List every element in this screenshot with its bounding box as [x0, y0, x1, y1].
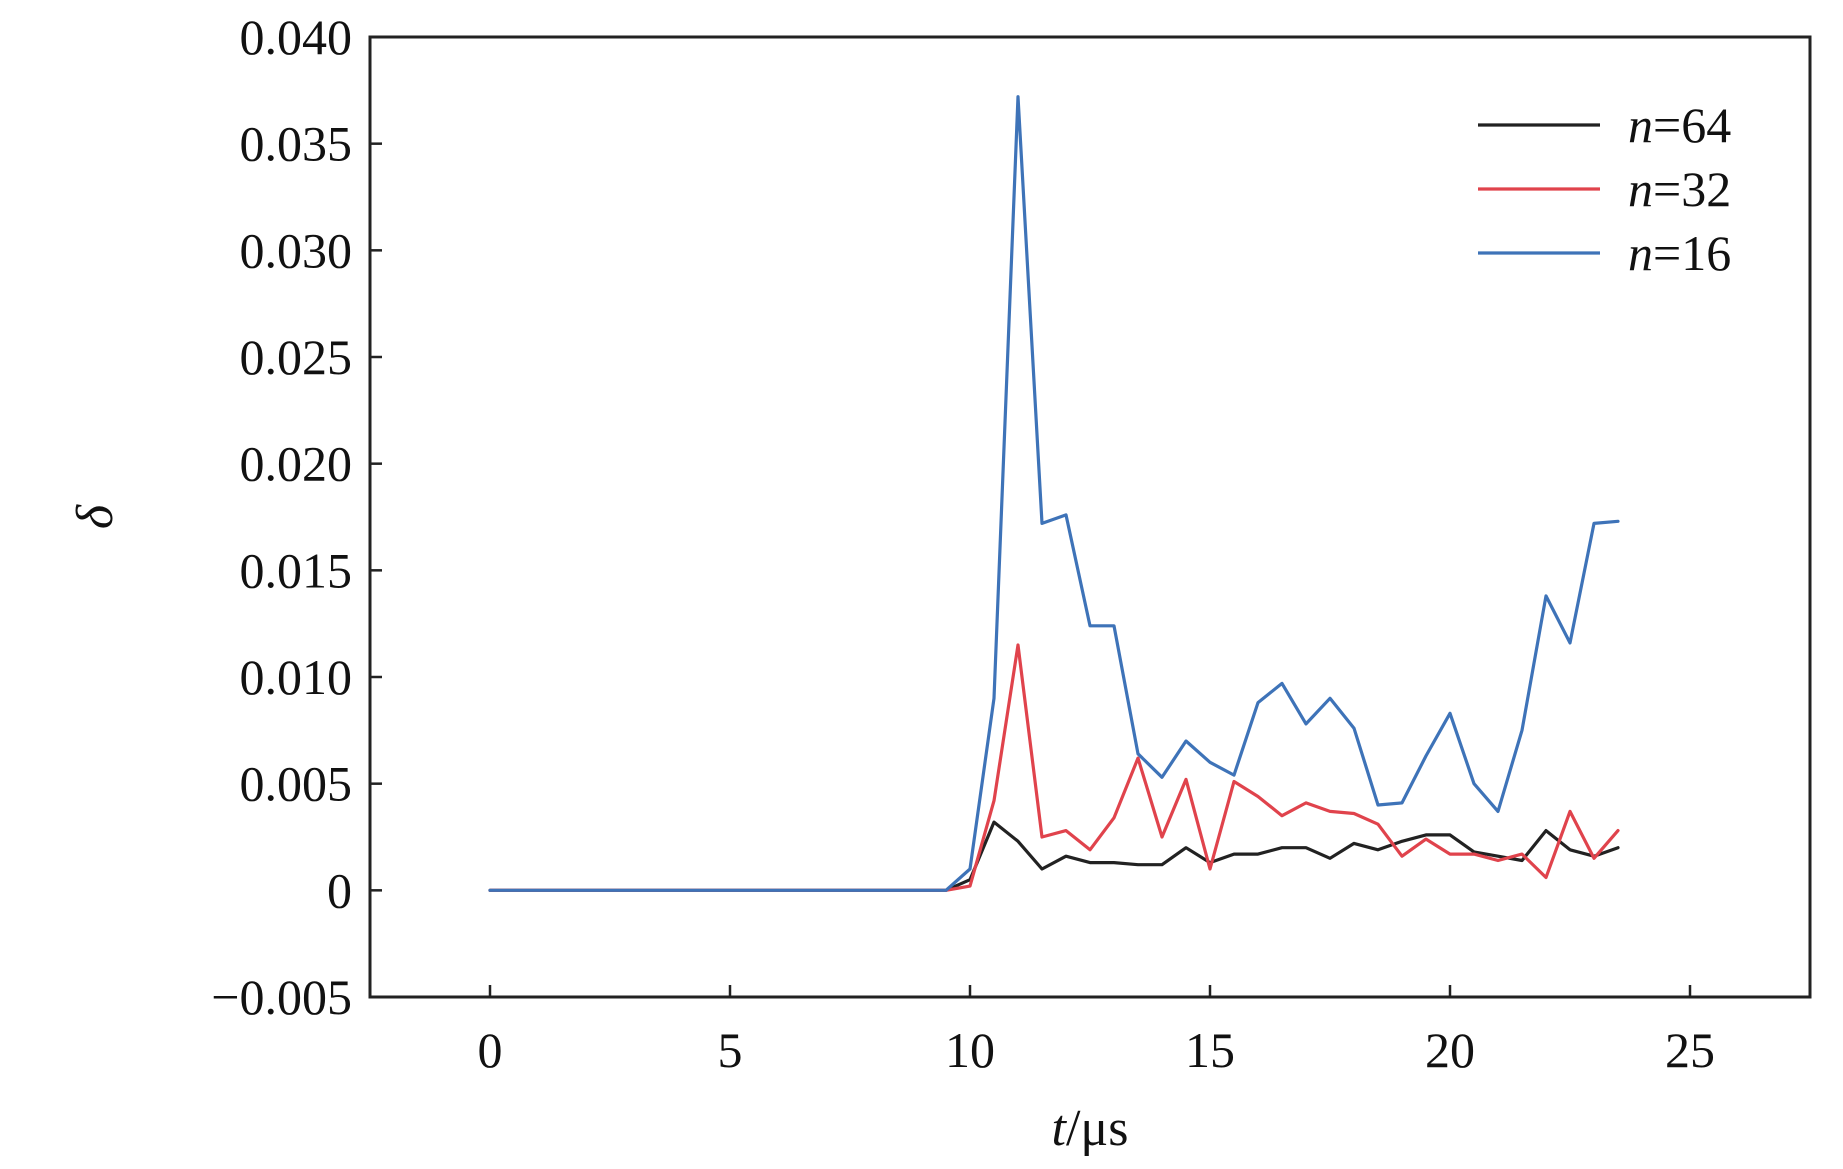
legend-label-value: =64	[1653, 97, 1731, 153]
legend: n=64n=32n=16	[1478, 97, 1731, 281]
y-tick-label: −0.005	[211, 969, 352, 1025]
y-tick-label: 0.015	[240, 542, 353, 598]
legend-label-var: n	[1628, 97, 1653, 153]
axis-labels: t/μs δ	[67, 504, 1129, 1157]
x-tick-label: 15	[1185, 1022, 1235, 1078]
y-tick-label: 0	[327, 862, 352, 918]
y-tick-label: 0.035	[240, 116, 353, 172]
x-tick-label: 10	[945, 1022, 995, 1078]
legend-label-var: n	[1628, 225, 1653, 281]
legend-label-value: =32	[1653, 161, 1731, 217]
x-axis-label: t/μs	[1051, 1100, 1128, 1157]
y-tick-label: 0.010	[240, 649, 353, 705]
legend-label: n=64	[1628, 97, 1731, 153]
legend-label: n=16	[1628, 225, 1731, 281]
plot-frame	[368, 35, 1812, 999]
x-tick-label: 20	[1425, 1022, 1475, 1078]
x-axis-label-unit: /μs	[1066, 1100, 1129, 1157]
series-line-n-16	[488, 95, 1620, 892]
y-tick-label: 0.020	[240, 436, 353, 492]
y-tick-label: 0.005	[240, 756, 353, 812]
legend-label-var: n	[1628, 161, 1653, 217]
legend-label: n=32	[1628, 161, 1731, 217]
y-axis-label: δ	[67, 504, 124, 529]
x-tick-label: 0	[478, 1022, 503, 1078]
x-tick-label: 5	[718, 1022, 743, 1078]
x-axis-label-var: t	[1051, 1100, 1067, 1157]
y-tick-label: 0.025	[240, 329, 353, 385]
legend-label-value: =16	[1653, 225, 1731, 281]
series-layer	[488, 95, 1620, 892]
axes-layer: 0 5 10 15 20 25 −0.005 0 0.005 0.010 0.015 0.020 0.0…	[211, 9, 1812, 1078]
x-tick-label: 25	[1665, 1022, 1715, 1078]
y-tick-label: 0.040	[240, 9, 353, 65]
y-tick-label: 0.030	[240, 222, 353, 278]
